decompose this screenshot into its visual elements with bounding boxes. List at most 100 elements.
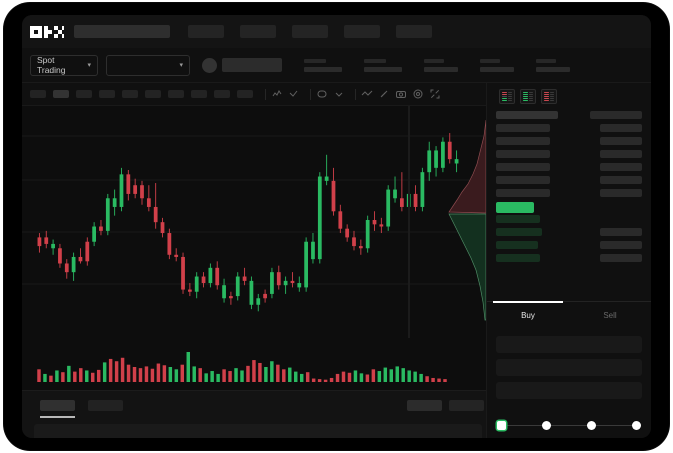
orderbook-row-amount: [600, 241, 642, 249]
order-form-fields: [487, 329, 651, 399]
market-stat-4: [480, 58, 514, 72]
trading-pair-select[interactable]: ▾: [106, 54, 190, 76]
bottom-tab-active-indicator: [40, 416, 75, 418]
orderbook-last-price-row[interactable]: [487, 202, 651, 215]
indicators-icon[interactable]: [316, 88, 328, 100]
orderbook-row-price: [496, 163, 550, 171]
orders-action-0[interactable]: [407, 400, 442, 411]
slider-node-0[interactable]: [497, 421, 506, 430]
nav-item-1[interactable]: [188, 25, 224, 38]
orderbook-row-amount: [600, 228, 642, 236]
top-navigation-bar: [22, 15, 651, 48]
app-screen: Spot Trading ▾ ▾: [22, 15, 651, 438]
toolbar-divider: [355, 88, 356, 100]
orderbook-ask-row-2[interactable]: [487, 150, 651, 163]
slider-track: [501, 425, 638, 426]
orderbook-row-amount: [590, 111, 642, 119]
chevron-down-icon[interactable]: [333, 88, 345, 100]
orderbook-bid-row-1[interactable]: [487, 228, 651, 241]
orderbook-view-both[interactable]: [499, 89, 515, 104]
orderbook-row-amount: [600, 163, 642, 171]
amount-slider[interactable]: [497, 421, 642, 431]
candlestick-chart[interactable]: [22, 106, 486, 338]
candlestick-chart-icon[interactable]: [271, 88, 283, 100]
nav-item-5[interactable]: [396, 25, 432, 38]
timeframe-button-9[interactable]: [214, 90, 230, 98]
orderbook-row-price: [496, 215, 540, 223]
timeframe-button-10[interactable]: [237, 90, 253, 98]
orderbook-row-price: [496, 124, 550, 132]
orderbook-ask-row-5[interactable]: [487, 189, 651, 202]
timeframe-button-2[interactable]: [53, 90, 69, 98]
orderbook-bid-row-3[interactable]: [487, 254, 651, 267]
bottom-tab-0[interactable]: [40, 400, 75, 411]
orderbook-row-amount: [600, 189, 642, 197]
fullscreen-icon[interactable]: [429, 88, 441, 100]
global-search-input[interactable]: [74, 25, 170, 38]
bottom-tab-1[interactable]: [88, 400, 123, 411]
timeframe-button-1[interactable]: [30, 90, 46, 98]
market-stat-2: [364, 58, 402, 72]
timeframe-button-5[interactable]: [122, 90, 138, 98]
orderbook-row-price: [496, 150, 550, 158]
orderbook-row-amount: [600, 150, 642, 158]
orderbook-row-amount: [600, 137, 642, 145]
device-frame: Spot Trading ▾ ▾: [4, 3, 669, 450]
orderbook-row-amount: [600, 124, 642, 132]
orderbook-row-amount: [600, 176, 642, 184]
camera-icon[interactable]: [395, 88, 407, 100]
orderbook-ask-row-4[interactable]: [487, 176, 651, 189]
amount-field[interactable]: [496, 359, 642, 376]
market-type-label: Spot Trading: [37, 55, 66, 75]
orders-table: [34, 424, 482, 438]
orderbook-view-bids[interactable]: [520, 89, 536, 104]
slider-node-50[interactable]: [587, 421, 596, 430]
orderbook-ask-row-1[interactable]: [487, 137, 651, 150]
orderbook-bid-row-2[interactable]: [487, 241, 651, 254]
orderbook-ask-row-0[interactable]: [487, 124, 651, 137]
volume-chart[interactable]: [22, 338, 486, 390]
total-field[interactable]: [496, 382, 642, 399]
market-stat-3: [424, 58, 458, 72]
okx-logo-icon[interactable]: [30, 25, 64, 38]
orderbook-row-amount: [600, 254, 642, 262]
trend-line-icon[interactable]: [361, 88, 373, 100]
market-stat-5: [536, 58, 570, 72]
slider-node-75[interactable]: [632, 421, 641, 430]
orderbook-row-price: [496, 241, 538, 249]
timeframe-button-3[interactable]: [76, 90, 92, 98]
market-type-select[interactable]: Spot Trading ▾: [30, 54, 98, 76]
order-panel: Buy Sell: [486, 83, 651, 438]
chart-toolbar: [22, 83, 486, 106]
settings-icon[interactable]: [412, 88, 424, 100]
orderbook-row-price: [496, 189, 550, 197]
orderbook-row-price: [496, 111, 558, 119]
slider-node-25[interactable]: [542, 421, 551, 430]
ruler-icon[interactable]: [378, 88, 390, 100]
coin-avatar: [202, 57, 217, 73]
orderbook-view-asks[interactable]: [541, 89, 557, 104]
timeframe-button-7[interactable]: [168, 90, 184, 98]
orderbook-list[interactable]: [487, 109, 651, 297]
nav-item-4[interactable]: [344, 25, 380, 38]
timeframe-button-6[interactable]: [145, 90, 161, 98]
pair-name-label: [222, 58, 282, 72]
nav-item-2[interactable]: [240, 25, 276, 38]
nav-item-3[interactable]: [292, 25, 328, 38]
line-chart-icon[interactable]: [288, 88, 300, 100]
price-field[interactable]: [496, 336, 642, 353]
orderbook-bid-row-0[interactable]: [487, 215, 651, 228]
orders-action-1[interactable]: [449, 400, 484, 411]
orderbook-row-price: [496, 137, 550, 145]
timeframe-button-4[interactable]: [99, 90, 115, 98]
last-price-highlight: [496, 202, 534, 213]
tab-sell-label: Sell: [603, 311, 617, 320]
timeframe-button-8[interactable]: [191, 90, 207, 98]
tab-sell[interactable]: Sell: [569, 302, 651, 329]
order-side-tabs: Buy Sell: [487, 301, 651, 329]
chevron-down-icon: ▾: [87, 62, 91, 69]
orderbook-header-row[interactable]: [487, 111, 651, 124]
tab-buy[interactable]: Buy: [487, 301, 569, 329]
orderbook-ask-row-3[interactable]: [487, 163, 651, 176]
orderbook-row-price: [496, 228, 542, 236]
